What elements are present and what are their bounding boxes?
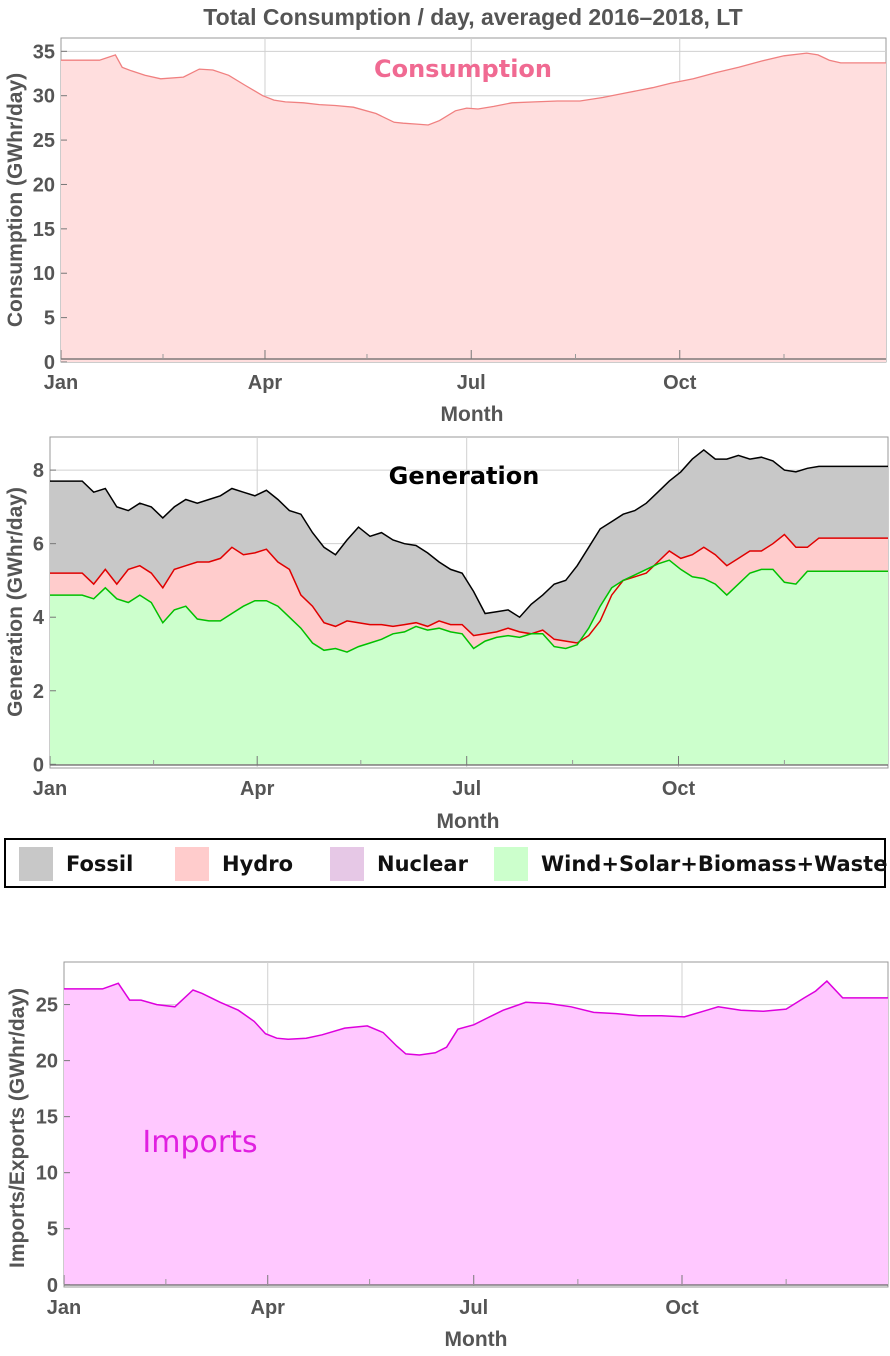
imports-y-tick-label: 20	[36, 1051, 58, 1073]
generation-x-tick-label: Jul	[452, 778, 481, 800]
imports-x-tick-label: Jul	[459, 1297, 488, 1319]
consumption-x-ticks: Jan Apr Jul Oct	[44, 350, 785, 394]
generation-x-tick-label: Jan	[33, 778, 67, 800]
legend-swatch-fossil	[19, 847, 53, 881]
generation-y-tick-label: 0	[33, 754, 44, 776]
legend-swatch-nuclear	[330, 847, 364, 881]
consumption-x-tick-label: Apr	[248, 372, 283, 394]
legend-label-nuclear: Nuclear	[377, 852, 468, 876]
imports-x-tick-label: Apr	[251, 1297, 286, 1319]
generation-y-axis-label: Generation (GWhr/day)	[4, 487, 27, 717]
consumption-x-axis-label: Month	[441, 403, 504, 426]
generation-x-ticks: Jan Apr Jul Oct	[33, 756, 785, 800]
imports-y-tick-label: 5	[47, 1219, 58, 1241]
consumption-y-tick-label: 5	[44, 308, 55, 330]
wind-solar-biomass-waste-line	[50, 559, 888, 653]
generation-title: Generation	[389, 462, 540, 490]
consumption-x-tick-label: Jan	[44, 372, 78, 394]
hydro-line	[50, 533, 888, 644]
legend: Fossil Hydro Nuclear Wind+Solar+Biomass+…	[4, 838, 887, 888]
generation-y-tick-label: 2	[33, 681, 44, 703]
consumption-line	[61, 52, 886, 126]
consumption-y-tick-label: 0	[44, 352, 55, 374]
legend-item-wind-solar-biomass-waste: Wind+Solar+Biomass+Waste	[494, 846, 887, 882]
consumption-y-tick-label: 20	[33, 174, 55, 196]
legend-label-fossil: Fossil	[66, 852, 134, 876]
imports-chart: 0 5 10 15 20 25 Jan Apr Jul Oct Imports Imports/…	[6, 961, 889, 1351]
imports-line	[64, 980, 888, 1056]
imports-y-tick-label: 10	[36, 1163, 58, 1185]
consumption-y-tick-label: 10	[33, 263, 55, 285]
generation-x-tick-label: Oct	[662, 778, 696, 800]
imports-x-tick-label: Jan	[47, 1297, 81, 1319]
generation-y-tick-label: 6	[33, 534, 44, 556]
consumption-y-tick-label: 15	[33, 219, 55, 241]
legend-swatch-hydro	[175, 847, 209, 881]
consumption-area	[61, 53, 886, 362]
generation-y-tick-label: 4	[33, 607, 45, 629]
imports-x-tick-label: Oct	[665, 1297, 699, 1319]
generation-x-axis-label: Month	[437, 810, 500, 833]
consumption-y-tick-label: 35	[33, 41, 55, 63]
legend-item-nuclear: Nuclear	[330, 846, 468, 882]
consumption-chart-title: Total Consumption / day, averaged 2016–2…	[203, 4, 742, 30]
generation-chart: 0 2 4 6 8 Jan Apr Jul Oct Generation Generation…	[4, 436, 889, 833]
imports-y-axis-label: Imports/Exports (GWhr/day)	[6, 988, 29, 1268]
imports-annotation: Imports	[142, 1125, 257, 1160]
generation-x-tick-label: Apr	[240, 778, 275, 800]
consumption-x-tick-label: Jul	[457, 372, 486, 394]
consumption-y-ticks: 0 5 10 15 20 25 30 35	[33, 41, 67, 374]
imports-x-axis-label: Month	[445, 1328, 508, 1351]
imports-y-tick-label: 25	[36, 995, 58, 1017]
legend-label-wind-solar-biomass-waste: Wind+Solar+Biomass+Waste	[541, 852, 888, 876]
consumption-chart: Total Consumption / day, averaged 2016–2…	[4, 4, 887, 426]
imports-x-ticks: Jan Apr Jul Oct	[47, 1275, 787, 1319]
generation-y-ticks: 0 2 4 6 8	[33, 460, 56, 776]
imports-area	[64, 981, 888, 1285]
consumption-y-tick-label: 30	[33, 86, 55, 108]
imports-y-tick-label: 0	[47, 1275, 58, 1297]
fossil-line	[50, 448, 888, 619]
imports-y-tick-label: 15	[36, 1107, 58, 1129]
legend-label-hydro: Hydro	[222, 852, 294, 876]
imports-y-ticks: 0 5 10 15 20 25	[36, 995, 70, 1297]
consumption-y-axis-label: Consumption (GWhr/day)	[4, 73, 27, 327]
consumption-x-tick-label: Oct	[663, 372, 697, 394]
consumption-annotation: Consumption	[374, 55, 552, 83]
legend-item-hydro: Hydro	[175, 846, 293, 882]
consumption-y-tick-label: 25	[33, 130, 55, 152]
wind-solar-biomass-waste-area	[50, 560, 888, 765]
legend-item-fossil: Fossil	[19, 846, 133, 882]
legend-swatch-wind-solar-biomass-waste	[494, 847, 528, 881]
generation-y-tick-label: 8	[33, 460, 44, 482]
